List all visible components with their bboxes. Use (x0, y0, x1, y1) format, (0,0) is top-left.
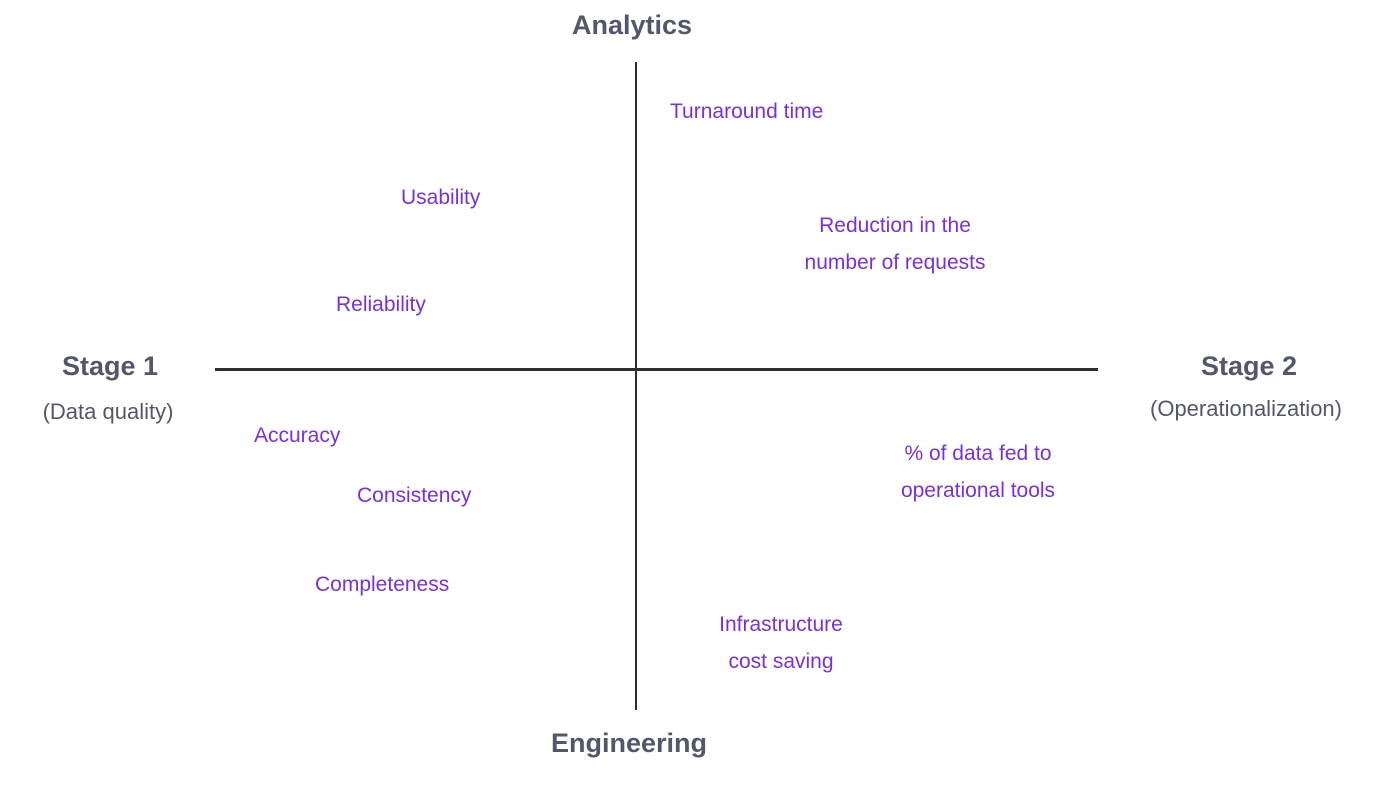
axis-sublabel-operationalization: (Operationalization) (1150, 396, 1342, 421)
quadrant-item-consistency: Consistency (357, 484, 472, 507)
quadrant-item-accuracy: Accuracy (254, 424, 341, 447)
axis-label-stage1: Stage 1 (61, 351, 159, 381)
quadrant-item-completeness: Completeness (315, 573, 450, 596)
quadrant-item-infrastructure-cost-saving: Infrastructure cost saving (719, 613, 843, 673)
quadrant-item-pct-data-fed: % of data fed to operational tools (900, 442, 1056, 502)
quadrant-item-turnaround-time: Turnaround time (670, 100, 824, 123)
axis-sublabel-data-quality: (Data quality) (42, 399, 174, 424)
horizontal-axis-line (215, 368, 1098, 371)
quadrant-item-reliability: Reliability (336, 293, 426, 316)
axis-label-analytics: Analytics (571, 10, 693, 40)
axis-label-engineering: Engineering (550, 728, 708, 758)
axis-label-stage2: Stage 2 (1200, 351, 1298, 381)
quadrant-item-reduction-in-requests: Reduction in the number of requests (804, 214, 986, 274)
quadrant-item-usability: Usability (401, 186, 481, 209)
vertical-axis-line (635, 62, 637, 710)
